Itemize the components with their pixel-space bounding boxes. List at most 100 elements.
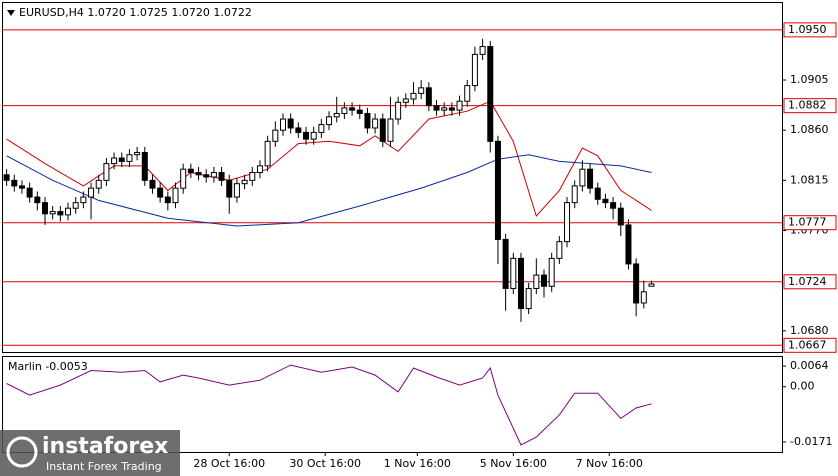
level-label-box <box>783 22 837 38</box>
candle-body <box>456 100 463 111</box>
candle-body <box>187 168 194 174</box>
candle-body <box>441 107 448 111</box>
candle-body <box>80 196 87 204</box>
candle-body <box>103 163 110 181</box>
candle-body <box>410 92 417 100</box>
logo-box <box>0 430 180 476</box>
candle-body <box>111 157 118 165</box>
candle-body <box>157 187 164 198</box>
candle-body <box>349 107 356 111</box>
moving-average <box>6 100 652 217</box>
candle-body <box>471 53 478 87</box>
candle-body <box>272 129 279 142</box>
candle-body <box>203 174 210 178</box>
candle-body <box>57 211 64 216</box>
candle-body <box>164 196 171 204</box>
candle-body <box>487 46 494 142</box>
x-tick-label: 5 Nov 16:00 <box>480 457 547 470</box>
candle-body <box>279 118 286 131</box>
candle-body <box>556 241 563 259</box>
indicator-label: Marlin -0.0053 <box>8 360 88 373</box>
level-label: 1.0777 <box>788 216 827 229</box>
candle-body <box>95 179 102 189</box>
logo-icon <box>6 436 38 468</box>
candle-body <box>256 165 263 174</box>
candle-body <box>602 198 609 204</box>
logo-tagline: Instant Forex Trading <box>46 460 162 473</box>
candle-body <box>648 283 655 287</box>
candle-body <box>303 131 310 140</box>
candle-body <box>510 257 517 289</box>
moving-average <box>6 154 652 227</box>
candle-body <box>341 107 348 114</box>
candle-body <box>88 187 95 198</box>
candle-body <box>210 172 217 178</box>
candle-body <box>548 257 555 287</box>
candle-body <box>448 107 455 111</box>
candle-body <box>333 112 340 118</box>
candle-body <box>379 118 386 142</box>
candle-body <box>433 105 440 111</box>
indicator-line <box>6 364 652 446</box>
candle-body <box>141 151 148 181</box>
candle-body <box>49 211 56 215</box>
level-label: 1.0882 <box>788 99 827 112</box>
level-label-box <box>783 215 837 231</box>
candle-body <box>126 154 133 162</box>
candle-body <box>226 179 233 198</box>
candle-body <box>610 202 617 209</box>
candle-body <box>318 124 325 133</box>
candle-body <box>525 287 532 310</box>
candle-body <box>295 127 302 133</box>
candle-body <box>418 87 425 94</box>
level-label-box <box>783 274 837 290</box>
candle-body <box>640 291 647 304</box>
candle-body <box>233 183 240 198</box>
candle-body <box>387 118 394 142</box>
x-tick-label: 1 Nov 16:00 <box>384 457 451 470</box>
indicator-tick-label: -0.0171 <box>790 435 832 448</box>
candle-body <box>34 196 41 204</box>
candle-body <box>571 185 578 204</box>
candle-body <box>287 118 294 129</box>
candle-body <box>533 274 540 289</box>
candle-body <box>502 238 509 289</box>
candle-body <box>517 257 524 310</box>
candle-body <box>180 168 187 189</box>
candle-body <box>18 185 25 189</box>
candle-body <box>402 98 409 103</box>
candle-body <box>464 85 471 102</box>
candle-body <box>594 187 601 200</box>
candle-body <box>241 179 248 185</box>
candle-body <box>249 172 256 181</box>
candle-body <box>541 274 548 287</box>
candle-body <box>72 202 79 209</box>
candle-body <box>356 109 363 114</box>
x-tick-label: 28 Oct 16:00 <box>193 457 265 470</box>
candle-body <box>134 151 141 156</box>
candle-body <box>494 140 501 240</box>
candle-body <box>587 168 594 189</box>
candle-body <box>11 179 18 187</box>
y-tick-label: 1.0905 <box>790 73 829 86</box>
candle-body <box>372 118 379 129</box>
indicator-tick-label: 0.00 <box>790 380 815 393</box>
x-tick-label: 7 Nov 16:00 <box>576 457 643 470</box>
y-tick-label: 1.0860 <box>790 123 829 136</box>
level-label: 1.0950 <box>788 23 827 36</box>
price-panel <box>2 2 783 353</box>
candle-body <box>479 46 486 55</box>
candle-body <box>218 172 225 181</box>
x-tick-label: 30 Oct 16:00 <box>289 457 361 470</box>
candle-body <box>3 174 10 181</box>
candle-body <box>617 207 624 226</box>
candle-body <box>41 202 48 215</box>
candle-body <box>633 263 640 304</box>
candle-body <box>264 140 271 167</box>
level-label-box <box>783 337 837 353</box>
candle-body <box>395 101 402 120</box>
candle-body <box>564 202 571 243</box>
chart-title: EURUSD,H4 1.0720 1.0725 1.0720 1.0722 <box>19 6 252 19</box>
candle-body <box>195 172 202 176</box>
